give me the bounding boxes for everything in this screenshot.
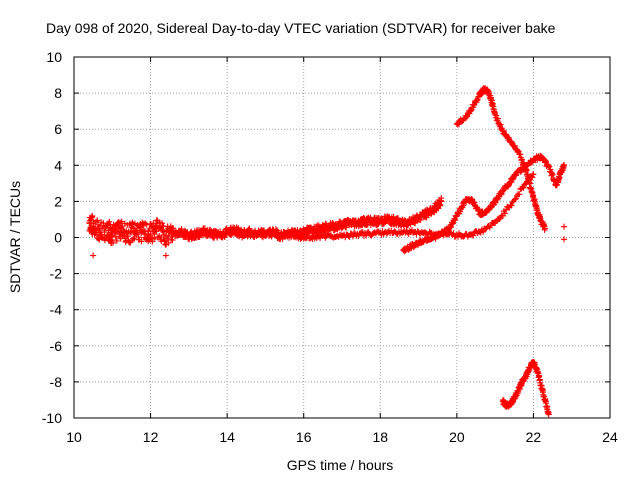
y-tick-label: 10: [46, 49, 62, 65]
data-point-baseline: [115, 219, 122, 226]
data-points: [86, 84, 568, 418]
x-tick-label: 20: [449, 429, 465, 445]
data-point-baseline: [89, 212, 96, 219]
data-point-baseline: [138, 238, 145, 245]
y-axis-title: SDTVAR / TECUs: [7, 181, 23, 293]
data-point-upper-arc: [541, 225, 548, 232]
data-point-baseline: [130, 235, 137, 242]
data-point-lower-track: [512, 195, 519, 202]
data-point-baseline: [113, 237, 120, 244]
data-point-baseline: [438, 198, 445, 205]
x-tick-label: 10: [66, 429, 82, 445]
data-point-baseline: [137, 224, 144, 231]
data-point-baseline: [109, 239, 116, 246]
data-point-isolated: [90, 252, 97, 259]
y-tick-label: -6: [50, 338, 63, 354]
data-point-baseline: [131, 235, 138, 242]
data-point-lower-track: [501, 210, 508, 217]
y-tick-label: 2: [54, 193, 62, 209]
x-tick-label: 24: [602, 429, 618, 445]
data-point-baseline: [151, 235, 158, 242]
data-point-baseline: [170, 225, 177, 232]
data-point-baseline: [160, 228, 167, 235]
x-axis-title: GPS time / hours: [287, 457, 394, 473]
data-point-baseline: [92, 218, 99, 225]
data-point-negative-arc: [545, 411, 552, 418]
y-tick-label: -2: [50, 266, 63, 282]
data-point-baseline: [162, 241, 169, 248]
data-point-baseline: [159, 220, 166, 227]
data-point-baseline: [106, 218, 113, 225]
y-tick-label: -10: [42, 410, 62, 426]
data-point-baseline: [94, 217, 101, 224]
y-tick-label: -4: [50, 302, 63, 318]
data-point-baseline: [118, 218, 125, 225]
y-tick-label: 8: [54, 85, 62, 101]
x-tick-label: 16: [296, 429, 312, 445]
data-point-baseline: [178, 225, 185, 232]
data-point-isolated: [561, 223, 568, 230]
x-tick-label: 22: [526, 429, 542, 445]
data-point-baseline: [144, 231, 151, 238]
y-tick-label: 0: [54, 230, 62, 246]
x-tick-label: 12: [143, 429, 159, 445]
data-point-rising-track: [561, 162, 568, 169]
data-point-lower-track: [530, 171, 537, 178]
data-point-baseline: [112, 234, 119, 241]
y-tick-label: 4: [54, 157, 62, 173]
data-point-lower-track: [511, 196, 518, 203]
y-tick-label: -8: [50, 374, 63, 390]
data-point-lower-track: [470, 232, 477, 239]
data-point-lower-track: [450, 230, 457, 237]
data-point-isolated: [162, 252, 169, 259]
y-tick-label: 6: [54, 121, 62, 137]
x-tick-label: 18: [372, 429, 388, 445]
data-point-baseline: [101, 229, 108, 236]
data-point-baseline: [165, 239, 172, 246]
data-point-lower-track: [498, 212, 505, 219]
data-point-baseline: [153, 217, 160, 224]
chart-title: Day 098 of 2020, Sidereal Day-to-day VTE…: [46, 20, 556, 36]
data-point-lower-track: [508, 202, 515, 209]
data-point-lower-track: [516, 191, 523, 198]
data-point-lower-track: [520, 184, 527, 191]
x-tick-label: 14: [219, 429, 235, 445]
data-point-isolated: [561, 236, 568, 243]
data-point-baseline: [169, 237, 176, 244]
